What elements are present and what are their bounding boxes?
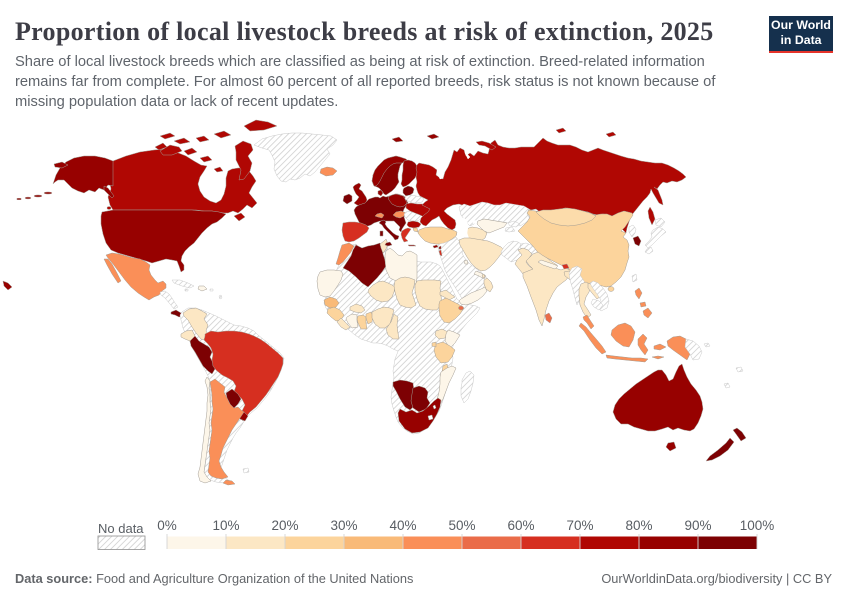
- svg-text:80%: 80%: [625, 518, 652, 533]
- svg-text:40%: 40%: [389, 518, 416, 533]
- svg-text:30%: 30%: [330, 518, 357, 533]
- svg-text:10%: 10%: [212, 518, 239, 533]
- svg-text:60%: 60%: [507, 518, 534, 533]
- svg-text:100%: 100%: [740, 518, 775, 533]
- svg-text:20%: 20%: [271, 518, 298, 533]
- svg-text:50%: 50%: [448, 518, 475, 533]
- svg-text:70%: 70%: [566, 518, 593, 533]
- svg-text:90%: 90%: [684, 518, 711, 533]
- svg-text:0%: 0%: [157, 518, 177, 533]
